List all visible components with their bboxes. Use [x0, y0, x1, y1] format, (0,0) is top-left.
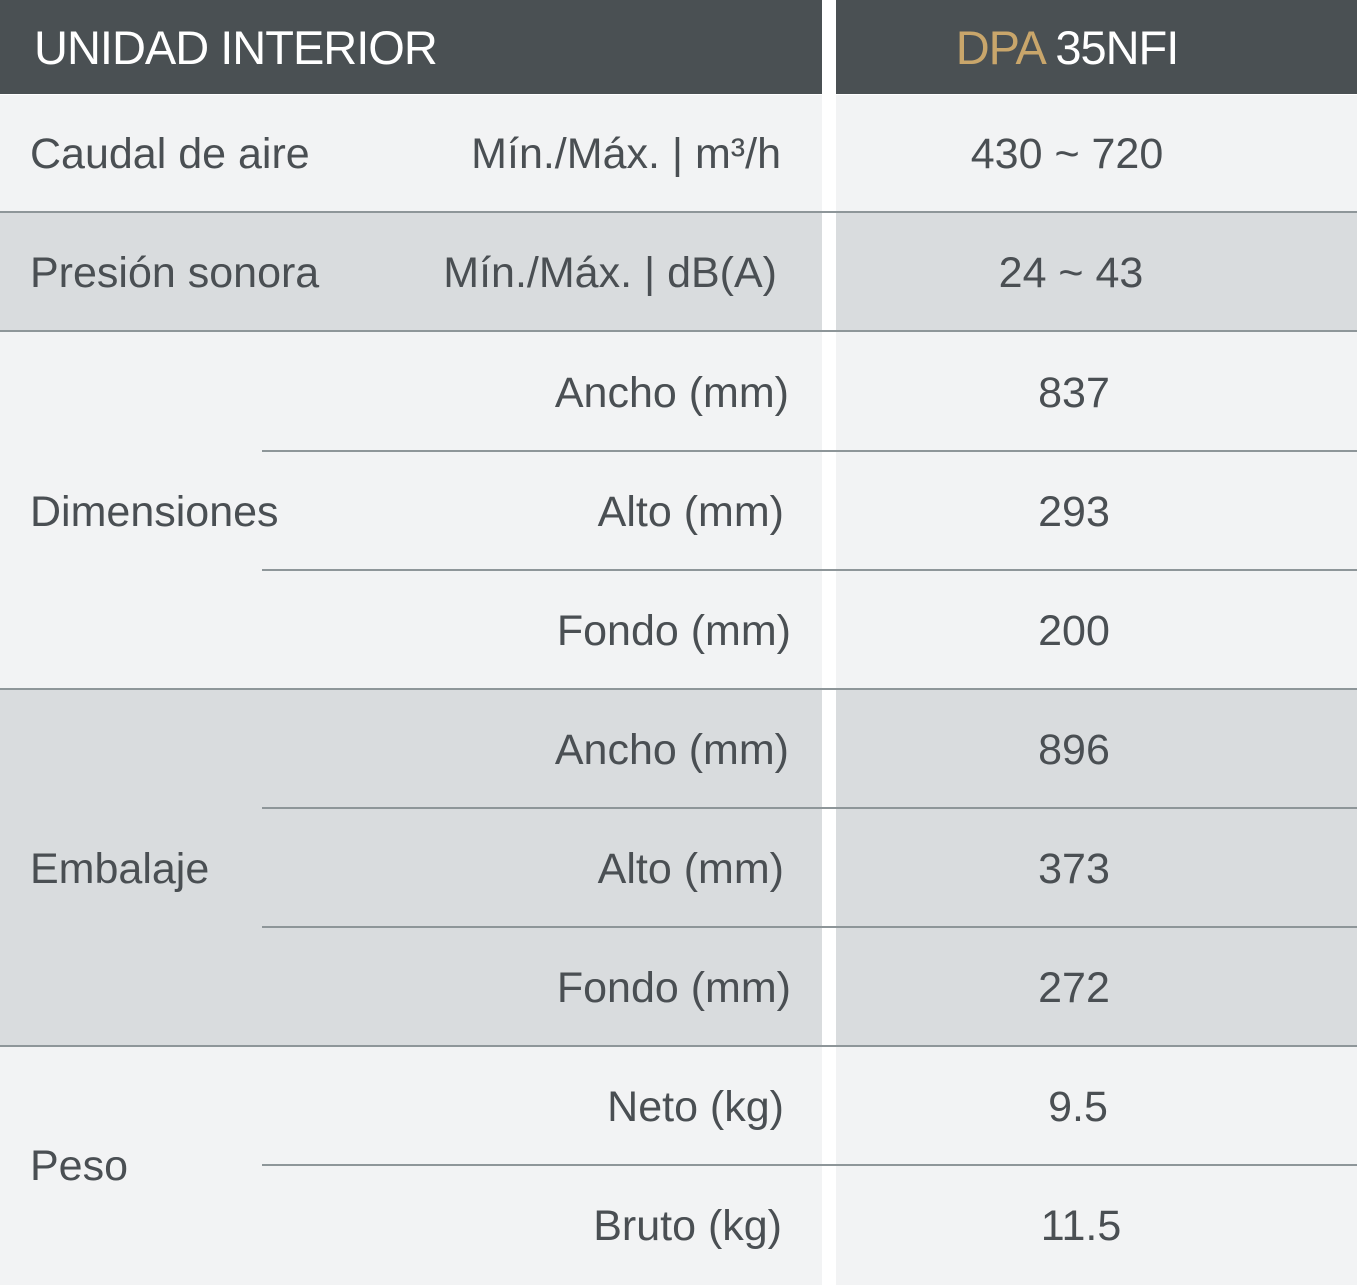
- sub-row-divider: [262, 450, 1357, 452]
- embalaje-fondo-value: 272: [1038, 964, 1110, 1012]
- sub-row-divider: [262, 1164, 1357, 1166]
- row-bg-presion-right: [836, 213, 1357, 331]
- row-label-presion: Presión sonora: [30, 249, 320, 297]
- dimensiones-alto-value: 293: [1038, 488, 1110, 536]
- row-divider: [0, 1045, 1357, 1047]
- row-bg-dimensiones-right: [836, 332, 1357, 688]
- dimensiones-fondo-label: Fondo (mm): [556, 607, 791, 655]
- embalaje-ancho-value: 896: [1038, 726, 1110, 774]
- row-bg-caudal-right: [836, 95, 1357, 212]
- row-label-embalaje: Embalaje: [30, 845, 210, 893]
- peso-bruto-value: 11.5: [1040, 1202, 1122, 1250]
- table-header-left: UNIDAD INTERIOR: [0, 0, 822, 94]
- header-title: UNIDAD INTERIOR: [34, 21, 438, 74]
- peso-neto-label: Neto (kg): [607, 1083, 784, 1131]
- row-value-caudal: 430 ~ 720: [970, 130, 1164, 178]
- embalaje-ancho-label: Ancho (mm): [554, 726, 789, 774]
- sub-row-divider: [262, 807, 1357, 809]
- row-bg-dimensiones-left: [0, 332, 822, 688]
- sub-row-divider: [262, 569, 1357, 571]
- peso-bruto-label: Bruto (kg): [593, 1202, 782, 1250]
- table-header-right: DPA 35NFI: [836, 0, 1357, 94]
- model-name: DPA 35NFI: [836, 20, 1298, 75]
- model-number: 35NFI: [1055, 21, 1179, 74]
- peso-neto-value: 9.5: [1048, 1083, 1108, 1131]
- embalaje-fondo-label: Fondo (mm): [556, 964, 791, 1012]
- row-divider: [0, 330, 1357, 332]
- row-unit-presion: Mín./Máx. | dB(A): [443, 249, 777, 297]
- row-divider: [0, 211, 1357, 213]
- row-bg-embalaje-right: [836, 689, 1357, 1045]
- sub-row-divider: [262, 926, 1357, 928]
- row-divider: [0, 688, 1357, 690]
- row-unit-caudal: Mín./Máx. | m³/h: [471, 130, 781, 178]
- dimensiones-ancho-value: 837: [1038, 369, 1110, 417]
- dimensiones-ancho-label: Ancho (mm): [554, 369, 789, 417]
- dimensiones-fondo-value: 200: [1038, 607, 1110, 655]
- embalaje-alto-value: 373: [1038, 845, 1110, 893]
- row-label-dimensiones: Dimensiones: [30, 488, 279, 536]
- embalaje-alto-label: Alto (mm): [597, 845, 784, 893]
- row-value-presion: 24 ~ 43: [998, 249, 1144, 297]
- row-bg-caudal-left: [0, 95, 822, 212]
- model-brand: DPA: [955, 21, 1045, 74]
- row-bg-presion-left: [0, 213, 822, 331]
- dimensiones-alto-label: Alto (mm): [597, 488, 784, 536]
- row-label-caudal: Caudal de aire: [30, 130, 310, 178]
- row-label-peso: Peso: [30, 1142, 129, 1190]
- row-bg-embalaje-left: [0, 689, 822, 1045]
